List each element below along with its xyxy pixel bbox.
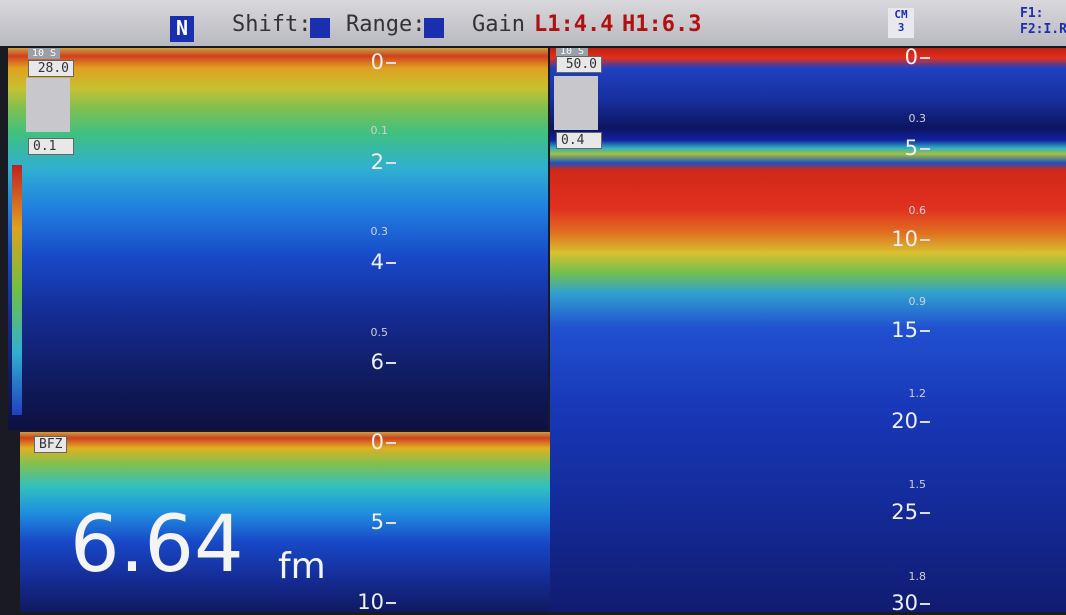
depth-label: 5 [356, 510, 396, 534]
time-label: 0.5 [358, 326, 388, 339]
cm-box: CM 3 [888, 8, 914, 38]
time-label: 0.9 [896, 295, 926, 308]
f2-label: F2:I.R [1020, 22, 1066, 37]
time-label: 0.3 [358, 225, 388, 238]
depth-label: 2 [356, 150, 396, 174]
depth-label: 20 [890, 409, 930, 433]
shift-label: Shift: [232, 12, 311, 37]
range-value: 28.0 [28, 60, 74, 77]
time-label: 1.5 [896, 478, 926, 491]
depth-label: 30 [890, 591, 930, 615]
range-value: 50.0 [556, 56, 602, 73]
depth-label: 5 [890, 136, 930, 160]
time-label: 0.6 [896, 204, 926, 217]
range-label: Range: [346, 12, 425, 37]
echo-panel-right: 10 S 50.0 0.4 [550, 48, 1066, 612]
zoom-label: BFZ [34, 436, 67, 453]
gain-low: L1:4.4 [534, 12, 613, 37]
depth-label: 0 [890, 45, 930, 69]
depth-unit: fm [278, 546, 326, 587]
time-label: 1.2 [896, 387, 926, 400]
cm-label: CM [888, 8, 914, 21]
scale-value: 0.1 [28, 138, 74, 155]
depth-label: 15 [890, 318, 930, 342]
depth-label: 6 [356, 350, 396, 374]
time-label: 1.8 [896, 570, 926, 583]
top-bar: N Shift: Range: Gain L1:4.4 H1:6.3 CM 3 … [0, 0, 1066, 46]
scale-value: 0.4 [556, 132, 602, 149]
depth-label: 0 [356, 430, 396, 454]
gain-label: Gain [472, 12, 525, 37]
shift-icon [310, 18, 330, 38]
ship-icon [26, 78, 70, 132]
range-icon [424, 18, 444, 38]
screen: {"header":{"mode":"N","shift_label":"Shi… [0, 0, 1066, 612]
time-label: 0.3 [896, 112, 926, 125]
time-label: 0.1 [358, 124, 388, 137]
depth-label: 25 [890, 500, 930, 524]
cm-value: 3 [888, 21, 914, 34]
depth-label: 10 [890, 227, 930, 251]
color-bar [12, 165, 22, 415]
echo-panel-left: 10 S 28.0 0.1 [8, 48, 548, 430]
gain-high: H1:6.3 [622, 12, 701, 37]
depth-label: 0 [356, 50, 396, 74]
ship-icon [554, 76, 598, 130]
interval-label: 10 S [28, 48, 60, 59]
depth-label: 4 [356, 250, 396, 274]
mode-indicator: N [170, 16, 194, 42]
depth-label: 10 [356, 590, 396, 614]
depth-value: 6.64 [70, 500, 244, 590]
f1-label: F1: [1020, 6, 1043, 21]
